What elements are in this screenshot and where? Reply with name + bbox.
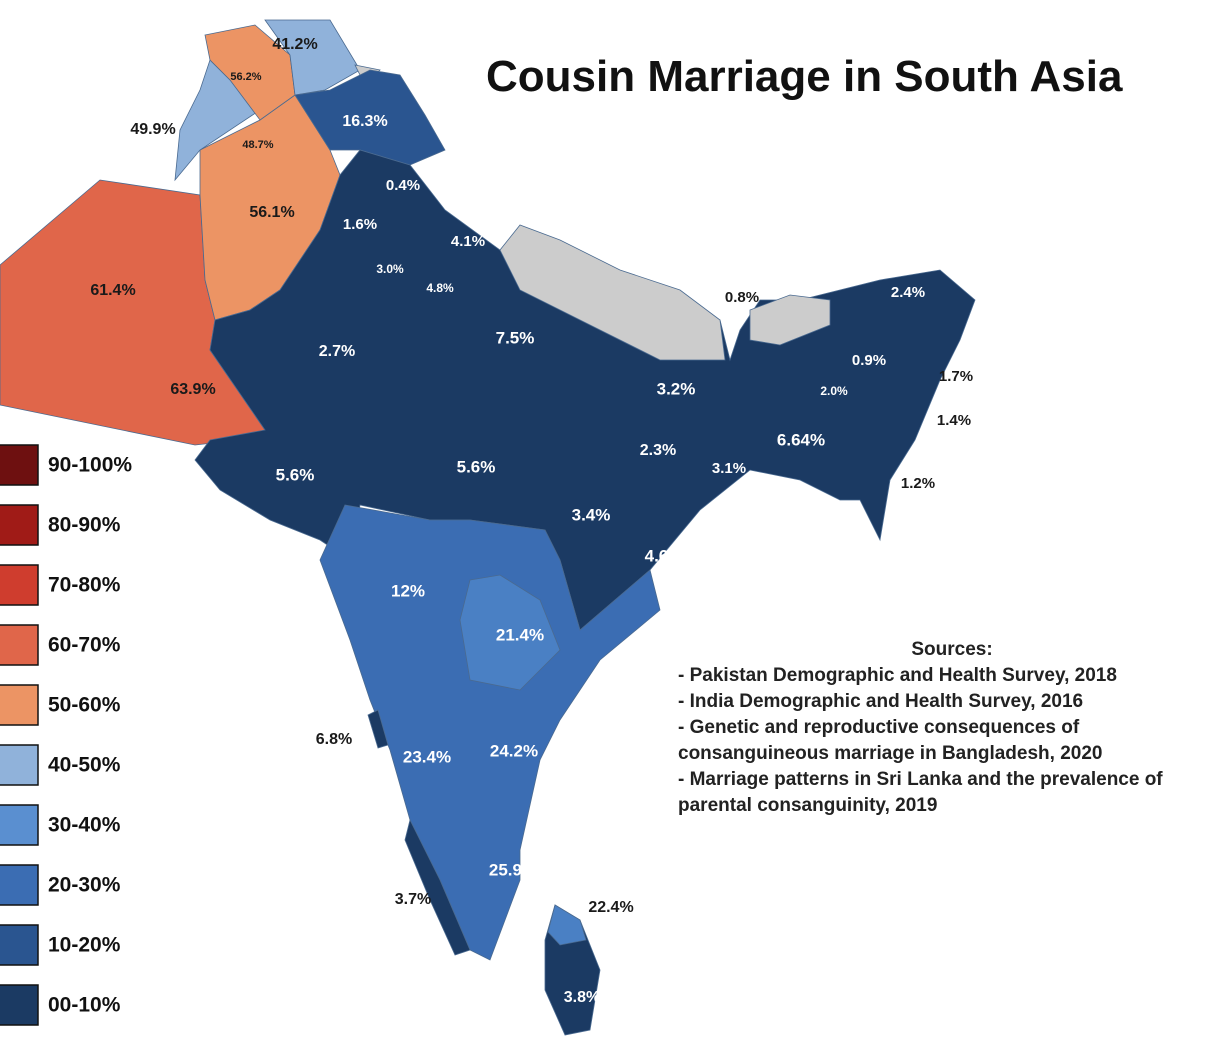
region-label: 4.8% bbox=[426, 281, 454, 295]
region-label: 21.4% bbox=[496, 625, 544, 644]
region-label: 0.8% bbox=[725, 289, 759, 306]
title: Cousin Marriage in South Asia bbox=[486, 52, 1123, 101]
region-label: 23.4% bbox=[403, 747, 451, 766]
region-shape bbox=[749, 294, 831, 346]
region-shape bbox=[294, 69, 446, 166]
region-label: 4.1% bbox=[451, 233, 485, 250]
region-shape bbox=[459, 574, 561, 691]
region-label: 7.5% bbox=[496, 328, 535, 347]
legend-swatch bbox=[0, 744, 39, 786]
legend-label: 10-20% bbox=[48, 934, 121, 957]
legend-label: 20-30% bbox=[48, 874, 121, 897]
region-label: 2.7% bbox=[319, 343, 355, 360]
legend-label: 30-40% bbox=[48, 814, 121, 837]
region-label: 1.6% bbox=[343, 216, 377, 233]
legend-label: 40-50% bbox=[48, 754, 121, 777]
region-label: 48.7% bbox=[242, 139, 273, 151]
region-label: 61.4% bbox=[90, 282, 135, 299]
legend-swatch bbox=[0, 444, 39, 486]
region-label: 56.1% bbox=[249, 204, 294, 221]
legend-swatch bbox=[0, 564, 39, 606]
legend-swatch bbox=[0, 804, 39, 846]
region-label: 12% bbox=[391, 581, 425, 600]
region-label: 4.6% bbox=[645, 546, 684, 565]
sources: Sources: - Pakistan Demographic and Healt… bbox=[678, 637, 1206, 819]
region-label: 63.9% bbox=[170, 381, 215, 398]
region-label: 1.7% bbox=[939, 368, 973, 385]
region-label: 2.4% bbox=[891, 284, 925, 301]
region-label: 56.2% bbox=[230, 71, 261, 83]
region-label: 3.8% bbox=[564, 989, 600, 1006]
region-label: 2.0% bbox=[820, 384, 848, 398]
region-shape bbox=[404, 818, 471, 956]
region-shape bbox=[547, 904, 587, 946]
region-label: 6.64% bbox=[777, 430, 825, 449]
legend-swatch bbox=[0, 864, 39, 906]
region-label: 2.3% bbox=[640, 442, 676, 459]
legend-label: 60-70% bbox=[48, 634, 121, 657]
region-label: 3.1% bbox=[712, 460, 746, 477]
source-item: - Marriage patterns in Sri Lanka and the… bbox=[678, 769, 1163, 816]
region-label: 3.7% bbox=[395, 891, 431, 908]
legend-swatch bbox=[0, 924, 39, 966]
region-label: 3.4% bbox=[572, 505, 611, 524]
region-shape bbox=[499, 224, 726, 361]
source-item: - Genetic and reproductive consequences … bbox=[678, 717, 1103, 764]
source-item: - India Demographic and Health Survey, 2… bbox=[678, 691, 1084, 712]
region-shape bbox=[367, 709, 389, 749]
region-label: 41.2% bbox=[272, 36, 317, 53]
region-label: 22.4% bbox=[588, 899, 633, 916]
legend-swatch bbox=[0, 624, 39, 666]
legend-label: 70-80% bbox=[48, 574, 121, 597]
region-label: 25.9% bbox=[489, 860, 537, 879]
region-label: 6.8% bbox=[316, 731, 352, 748]
region-label: 16.3% bbox=[342, 113, 387, 130]
region-label: 5.6% bbox=[276, 465, 315, 484]
source-item: - Pakistan Demographic and Health Survey… bbox=[678, 665, 1117, 686]
legend-swatch bbox=[0, 684, 39, 726]
sources-title: Sources: bbox=[911, 639, 993, 660]
legend-label: 90-100% bbox=[48, 454, 132, 477]
region-label: 1.2% bbox=[901, 475, 935, 492]
region-label: 3.2% bbox=[657, 379, 696, 398]
region-shape bbox=[264, 19, 361, 96]
legend-label: 80-90% bbox=[48, 514, 121, 537]
legend-swatch bbox=[0, 504, 39, 546]
region-label: 49.9% bbox=[130, 121, 175, 138]
legend-swatch bbox=[0, 984, 39, 1026]
region-label: 0.4% bbox=[386, 177, 420, 194]
region-label: 0.9% bbox=[852, 352, 886, 369]
region-label: 1.4% bbox=[937, 412, 971, 429]
region-label: 3.0% bbox=[376, 262, 404, 276]
region-label: 24.2% bbox=[490, 741, 538, 760]
region-label: 5.6% bbox=[457, 457, 496, 476]
legend-label: 50-60% bbox=[48, 694, 121, 717]
legend-label: 00-10% bbox=[48, 994, 121, 1017]
region-shape bbox=[204, 24, 296, 121]
